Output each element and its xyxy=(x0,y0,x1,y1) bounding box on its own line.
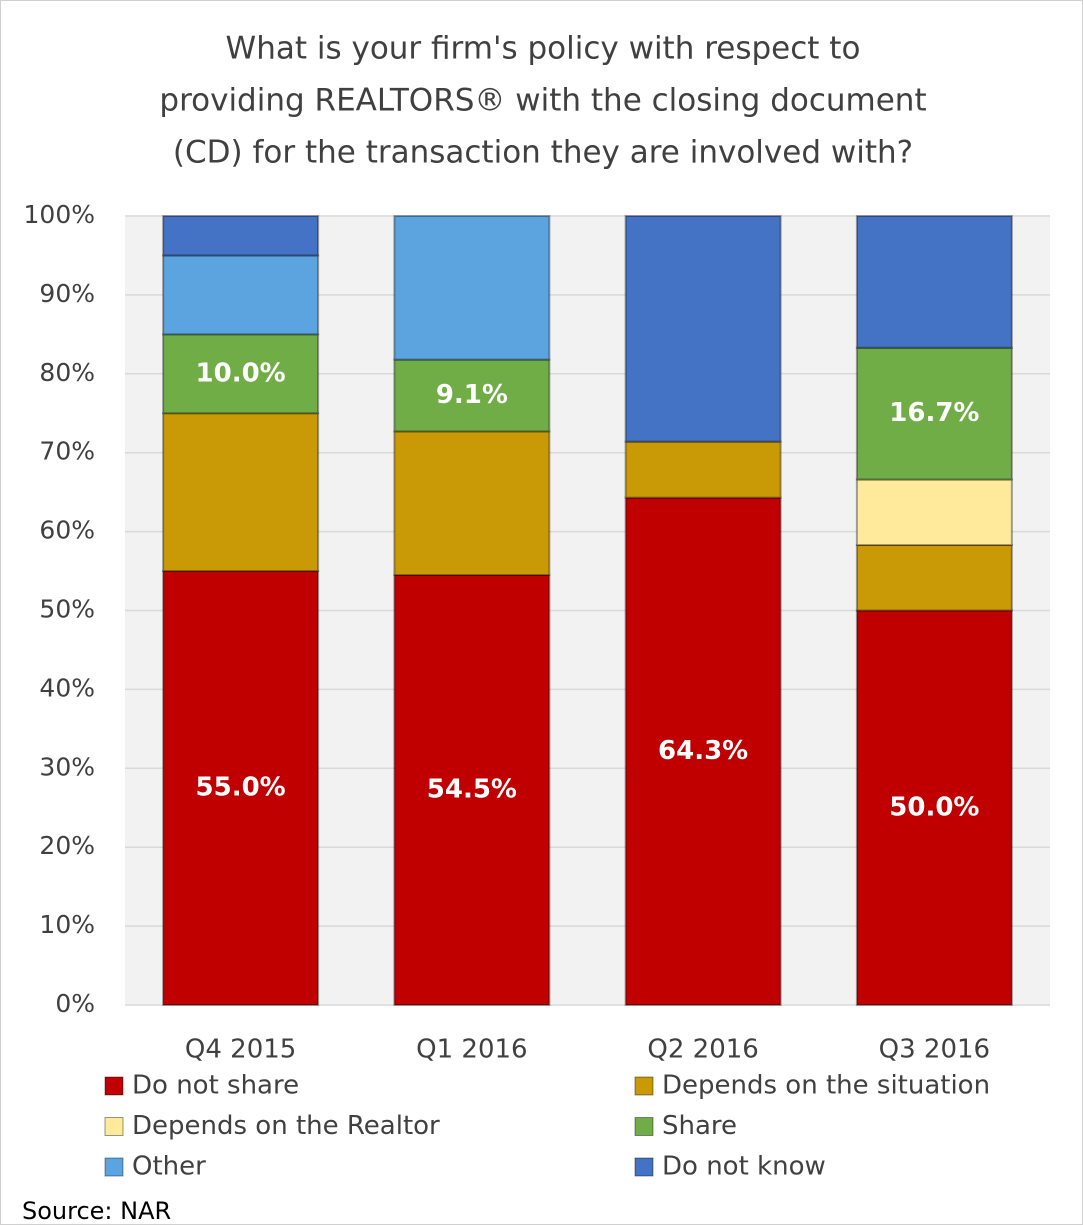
bar-segment xyxy=(624,215,782,443)
chart-title: What is your firm's policy with respect … xyxy=(226,31,861,67)
bar-segment xyxy=(855,346,1013,481)
data-label: 55.0% xyxy=(196,773,286,803)
chart-title: providing REALTORS® with the closing doc… xyxy=(159,83,926,119)
legend-label: Other xyxy=(132,1152,206,1182)
bar-segment xyxy=(393,430,551,576)
x-tick-label: Q2 2016 xyxy=(647,1035,758,1065)
data-label: 50.0% xyxy=(889,792,979,822)
data-label: 9.1% xyxy=(436,380,508,410)
y-tick-label: 70% xyxy=(39,437,95,466)
legend-swatch xyxy=(634,1157,654,1177)
y-tick-label: 100% xyxy=(24,200,95,229)
bar-segment xyxy=(393,358,551,433)
legend-label: Do not share xyxy=(132,1071,299,1101)
legend-swatch xyxy=(104,1076,124,1096)
legend-swatch xyxy=(104,1117,124,1136)
data-label: 10.0% xyxy=(196,358,286,388)
y-tick-label: 80% xyxy=(39,358,95,387)
bar-segment xyxy=(855,215,1013,349)
chart-title: (CD) for the transaction they are involv… xyxy=(173,135,913,171)
y-tick-label: 20% xyxy=(39,831,95,860)
x-tick-label: Q1 2016 xyxy=(416,1035,527,1065)
bar-segment xyxy=(855,478,1013,547)
legend-swatch xyxy=(634,1076,654,1096)
bar-segment xyxy=(162,333,320,415)
y-tick-label: 30% xyxy=(39,752,95,781)
y-tick-label: 40% xyxy=(39,673,95,702)
legend-swatch xyxy=(634,1117,654,1136)
y-tick-label: 60% xyxy=(39,516,95,545)
legend-label: Depends on the situation xyxy=(662,1071,990,1101)
legend-swatch xyxy=(104,1157,124,1177)
legend-label: Share xyxy=(662,1111,737,1141)
bar-segment xyxy=(855,609,1013,1006)
bar-segment xyxy=(393,573,551,1006)
bar-segment xyxy=(855,544,1013,612)
data-label: 64.3% xyxy=(658,736,748,766)
x-tick-label: Q3 2016 xyxy=(879,1035,990,1065)
bar-segment xyxy=(162,215,320,257)
legend-label: Do not know xyxy=(662,1152,826,1182)
source: Source: NAR xyxy=(22,1197,171,1225)
bar-segment xyxy=(624,440,782,499)
bar-segment xyxy=(162,412,320,573)
y-tick-label: 10% xyxy=(39,910,95,939)
bar-segment xyxy=(162,254,320,336)
bar-segment xyxy=(624,496,782,1006)
y-tick-label: 90% xyxy=(39,279,95,308)
data-label: 16.7% xyxy=(889,398,979,428)
bar-segment xyxy=(393,215,551,361)
bar-segment xyxy=(162,570,320,1006)
x-tick-label: Q4 2015 xyxy=(185,1035,296,1065)
legend-label: Depends on the Realtor xyxy=(132,1111,440,1141)
y-tick-label: 0% xyxy=(55,989,95,1018)
y-tick-label: 50% xyxy=(39,595,95,624)
data-label: 54.5% xyxy=(427,774,517,804)
